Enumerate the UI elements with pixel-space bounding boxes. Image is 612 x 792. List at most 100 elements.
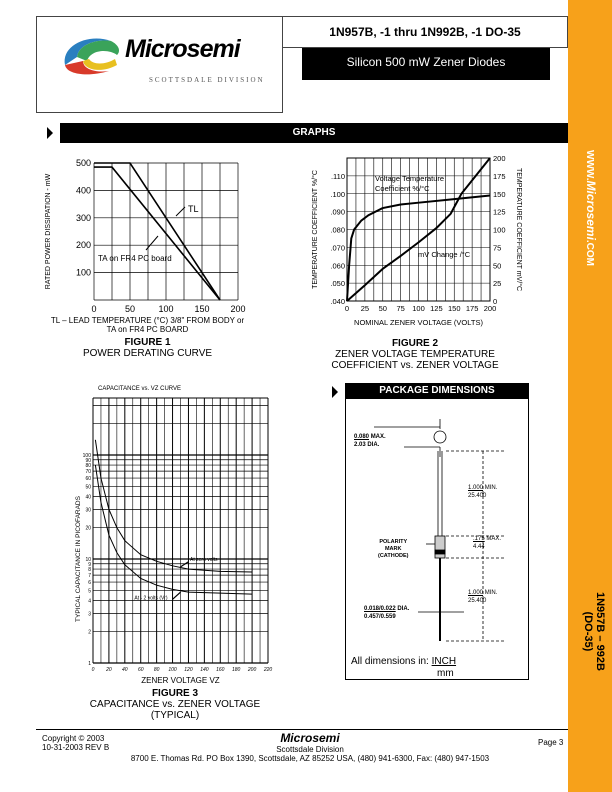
y-tick-label: 20 — [85, 526, 91, 532]
x-tick-label: 80 — [154, 667, 160, 673]
polarity-line2: MARK — [384, 546, 402, 552]
y-tick-label: 40 — [85, 494, 91, 500]
y-tick-label: 500 — [76, 158, 91, 168]
y-tick-label: 30 — [85, 507, 91, 513]
y-axis-label: TYPICAL CAPACITANCE IN PICOFARADS — [75, 495, 82, 622]
y-tick-label: 7 — [88, 573, 91, 579]
y-tick-label: 9 — [88, 562, 91, 568]
plot-frame — [346, 157, 491, 302]
dim-lead-diameter: 0.080 MAX. 2.03 DIA. — [354, 433, 386, 449]
y-left-tick-label: .090 — [330, 208, 345, 217]
x-tick-label: 180 — [232, 667, 241, 673]
dim-body-inch: .175 — [473, 536, 485, 542]
y-right-tick-label: 175 — [493, 172, 506, 181]
x-tick-label: 60 — [138, 667, 144, 673]
y-tick-label: 400 — [76, 185, 91, 195]
y-right-tick-label: 0 — [493, 297, 497, 306]
y-right-tick-label: 150 — [493, 190, 506, 199]
y-tick-label: 70 — [85, 469, 91, 475]
y-right-tick-label: 50 — [493, 261, 501, 270]
series-line-ta — [94, 166, 221, 301]
series-line-minus-2-volts — [94, 465, 253, 595]
dim-body-mm: 4.44 — [473, 544, 485, 550]
x-tick-label: 150 — [194, 304, 209, 314]
units-note: All dimensions in: INCH — [351, 656, 456, 667]
units-inch: INCH — [431, 656, 457, 667]
x-tick-label: 175 — [466, 304, 479, 313]
figure3-title-line2: (TYPICAL) — [150, 710, 200, 721]
y-tick-label: 5 — [88, 588, 91, 594]
y-tick-label: 2 — [88, 630, 91, 636]
section-header-package: PACKAGE DIMENSIONS — [345, 383, 529, 399]
dim-top-lead-note: MIN. — [484, 485, 498, 491]
footer-copyright: Copyright © 2003 — [42, 734, 105, 743]
x-tick-label: 140 — [200, 667, 209, 673]
y-left-tick-label: .060 — [330, 261, 345, 270]
section-header-graphs: GRAPHS — [60, 123, 568, 143]
x-tick-label: 100 — [168, 667, 177, 673]
y-left-tick-label: .050 — [330, 279, 345, 288]
part-line2: (DO-35) — [582, 611, 594, 652]
dim-top-lead-length: 1.000 MIN. 25.400 — [468, 484, 497, 500]
y-tick-label: 1 — [88, 661, 91, 667]
chart-title: CAPACITANCE vs. VZ CURVE — [98, 386, 181, 392]
series-line-pct-per-c — [346, 194, 491, 302]
package-arrow-icon — [332, 386, 338, 398]
y-tick-label: 100 — [83, 453, 92, 459]
dim-wire-inch: 0.018/0.022 — [364, 606, 396, 612]
polarity-line3: (CATHODE) — [378, 553, 409, 559]
sidebar-band: WWW.Microsemi.COM 1N957B – 992B (DO-35) — [568, 0, 612, 792]
y-tick-label: 90 — [85, 458, 91, 464]
x-tick-label: 75 — [396, 304, 404, 313]
x-tick-label: 200 — [247, 667, 257, 673]
figure1-caption: FIGURE 1 POWER DERATING CURVE — [30, 337, 265, 359]
dim-bottom-lead-mm: 25.400 — [468, 598, 487, 604]
x-tick-label: 40 — [122, 667, 128, 673]
footer-left: Copyright © 2003 10-31-2003 REV B — [42, 734, 109, 752]
figure1-xlabel-line2: TA on FR4 PC BOARD — [106, 325, 189, 334]
y-right-tick-label: 75 — [493, 243, 501, 252]
diode-outline-drawing — [374, 419, 506, 642]
y-tick-label: 60 — [85, 476, 91, 482]
dim-lead-dia-note1: MAX. — [370, 434, 386, 440]
annotation-zero-volts: At zero volts — [190, 557, 218, 563]
arrow-tl-icon — [175, 206, 186, 217]
section-arrow-icon — [47, 127, 53, 139]
figure2-title-line1: ZENER VOLTAGE TEMPERATURE — [335, 349, 495, 360]
dim-body-length: .175 MAX. 4.44 — [473, 535, 501, 551]
package-dimensions-panel: PACKAGE DIMENSIONS 0.080 MAX. 2.03 DIA. … — [345, 383, 529, 680]
x-axis-label: NOMINAL ZENER VOLTAGE (VOLTS) — [354, 318, 483, 327]
x-tick-label: 200 — [484, 304, 497, 313]
dim-top-lead-mm: 25.400 — [468, 493, 487, 499]
part-line1: 1N957B – 992B — [594, 592, 606, 671]
logo-division: SCOTTSDALE DIVISION — [149, 76, 265, 84]
y-left-tick-label: .080 — [330, 226, 345, 235]
part-number-vertical: 1N957B – 992B (DO-35) — [582, 592, 606, 671]
figure3-title-line1: CAPACITANCE vs. ZENER VOLTAGE — [89, 699, 261, 710]
polarity-line1: POLARITY — [379, 539, 408, 545]
annotation-pct-line1: Voltage Temperature — [375, 174, 444, 183]
y-left-tick-label: .100 — [330, 190, 345, 199]
dim-lead-dia-note2: DIA. — [367, 442, 380, 448]
document-title: 1N957B, -1 thru 1N992B, -1 DO-35 — [283, 16, 568, 48]
y-left-tick-label: .070 — [330, 243, 345, 252]
figure1-label: FIGURE 1 — [124, 337, 171, 348]
dim-wire-note: DIA. — [397, 606, 410, 612]
x-tick-label: 120 — [184, 667, 193, 673]
annotation-minus-2-volts: At - 2 volts (Vr) — [134, 595, 167, 601]
y-tick-label: 6 — [88, 580, 91, 586]
x-tick-label: 25 — [361, 304, 369, 313]
annotation-pct-line2: Coefficient %/°C — [375, 184, 430, 193]
website-prefix: WWW. — [584, 150, 595, 181]
figure2-chart: 0 25 50 75 100 125 150 175 200 .040 .050 .060 .070 .0… — [311, 154, 523, 327]
arrow-minus-2-volts-icon — [172, 591, 181, 600]
annotation-mv: mV Change /°C — [418, 250, 471, 259]
figure1-chart: 0 50 100 150 200 100 200 300 400 500 RATED POWER D… — [45, 158, 246, 314]
x-tick-label: 50 — [379, 304, 387, 313]
dim-wire-mm: 0.457/0.559 — [364, 614, 396, 620]
dim-top-lead-inch: 1.000 — [468, 485, 484, 491]
polarity-mark-label: POLARITY MARK (CATHODE) — [378, 539, 408, 560]
website-suffix: .COM — [584, 239, 595, 267]
footer-address: 8700 E. Thomas Rd. PO Box 1390, Scottsda… — [130, 754, 490, 763]
